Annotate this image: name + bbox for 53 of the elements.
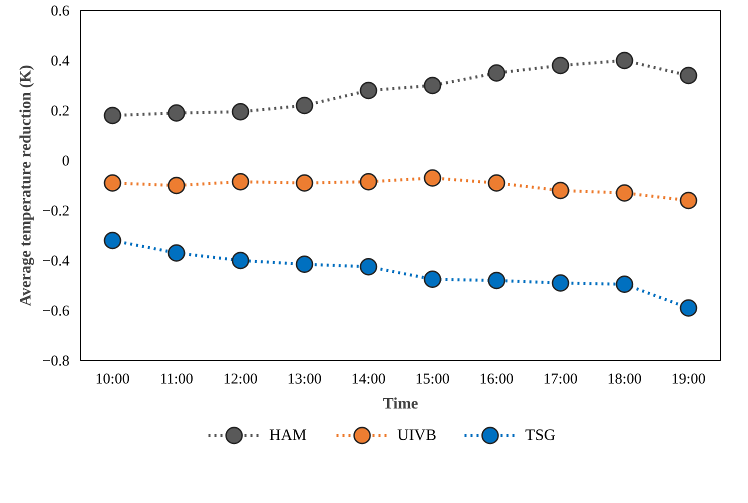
point [296, 256, 314, 273]
point [104, 174, 122, 192]
point [360, 173, 378, 190]
point [424, 76, 442, 94]
x-tick-label: 15:00 [415, 372, 450, 388]
y-tick-label: −0.4 [42, 254, 70, 270]
y-tick-label: 0.4 [50, 54, 70, 70]
x-tick-label: 12:00 [223, 372, 258, 388]
point [488, 272, 506, 290]
point [232, 173, 250, 190]
y-axis-title: Average temperature reduction (K) [17, 64, 34, 306]
point [680, 299, 698, 317]
y-tick-label: −0.2 [42, 204, 70, 220]
x-tick-label: 19:00 [671, 372, 706, 388]
point [616, 184, 634, 202]
point [104, 232, 122, 250]
point [168, 104, 186, 122]
legend-label: TSG [525, 427, 556, 444]
point [232, 103, 250, 120]
point [488, 64, 506, 82]
point [488, 174, 506, 192]
y-tick-label: 0 [62, 154, 70, 170]
point [360, 258, 378, 276]
point [616, 276, 634, 293]
point [552, 182, 570, 200]
point [360, 82, 378, 100]
y-tick-label: 0.6 [50, 4, 70, 20]
point [552, 56, 570, 74]
x-tick-label: 10:00 [95, 372, 130, 388]
point [680, 192, 698, 210]
point [168, 244, 186, 262]
y-tick-label: −0.6 [42, 304, 70, 320]
x-axis-title: Time [382, 396, 418, 412]
point [104, 106, 122, 124]
point [680, 66, 698, 84]
legend-label: HAM [269, 427, 307, 444]
x-tick-label: 16:00 [479, 372, 514, 388]
legend-label: UIVB [397, 427, 436, 444]
point [296, 174, 314, 192]
y-tick-label: −0.8 [42, 354, 70, 370]
y-tick-label: 0.2 [50, 104, 70, 120]
x-tick-label: 18:00 [607, 372, 642, 388]
point [424, 270, 442, 288]
point [168, 176, 186, 194]
point [552, 274, 570, 292]
point [296, 96, 314, 114]
point [232, 252, 250, 270]
x-tick-label: 14:00 [351, 372, 386, 388]
point [424, 169, 442, 187]
point [616, 52, 634, 70]
x-tick-label: 17:00 [543, 372, 578, 388]
x-tick-label: 13:00 [287, 372, 322, 388]
x-tick-label: 11:00 [160, 372, 194, 388]
